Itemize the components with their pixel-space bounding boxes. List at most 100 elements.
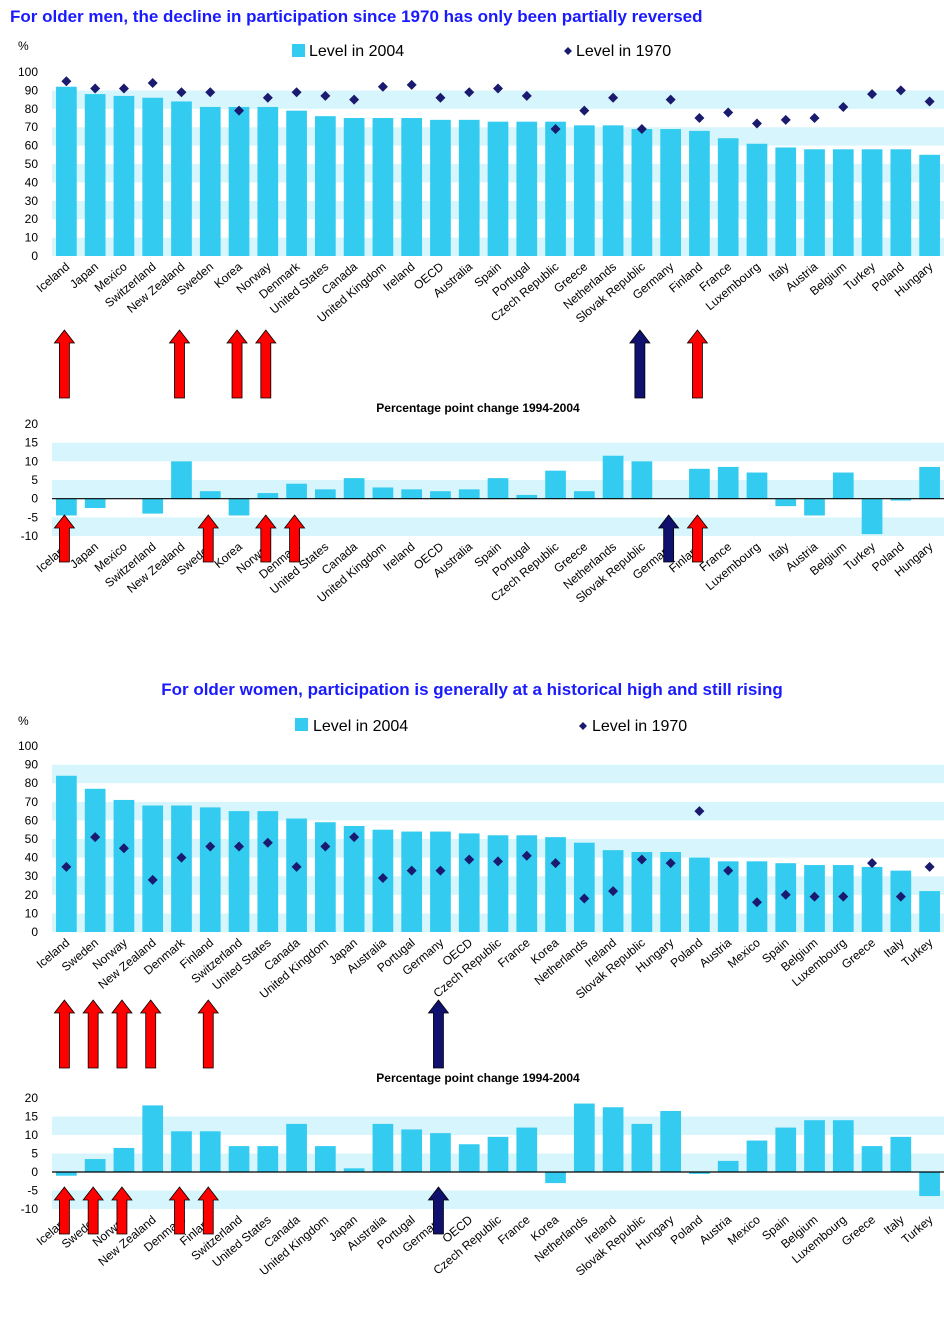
y-tick-label: 70 (25, 795, 39, 809)
category-label: Greece (839, 935, 878, 971)
legend-diamond-icon (579, 722, 587, 730)
marker-1970 (780, 114, 791, 125)
marker-1970 (320, 90, 331, 101)
bar-italy (890, 1136, 912, 1172)
y-tick-label: 0 (31, 1165, 38, 1179)
bar-new-zealand (171, 461, 192, 499)
marker-1970 (521, 850, 532, 861)
marker-1970 (205, 841, 216, 852)
bar-new-zealand (171, 101, 192, 256)
bar-norway (113, 1147, 135, 1172)
bar-luxembourg (832, 1120, 854, 1172)
marker-1970 (406, 865, 417, 876)
marker-1970 (579, 105, 590, 116)
marker-1970 (550, 124, 561, 135)
marker-1970 (234, 841, 245, 852)
y-tick-label: 70 (25, 120, 39, 134)
legend-bar-swatch (295, 718, 308, 731)
bar-portugal (516, 121, 538, 257)
bar-finland (199, 1131, 221, 1172)
women-title: For older women, participation is genera… (161, 680, 783, 699)
women-legend: Level in 2004 Level in 1970 (295, 718, 687, 735)
marker-1970 (751, 118, 762, 129)
bar-czech-republic (487, 1136, 509, 1172)
category-label: Mexico (725, 935, 763, 970)
bar-belgium (832, 472, 854, 499)
grid-band (52, 442, 944, 462)
marker-1970 (636, 124, 647, 135)
men-legend: Level in 2004 Level in 1970 (292, 43, 671, 60)
marker-1970 (435, 865, 446, 876)
bar-new-zealand (142, 1105, 164, 1172)
bar-portugal (401, 1129, 423, 1172)
up-arrow-icon (82, 999, 104, 1069)
bar-united-states (314, 116, 336, 256)
bar-new-zealand (142, 805, 164, 932)
bar-ireland (602, 1107, 624, 1172)
bar-netherlands (573, 1103, 595, 1172)
up-arrow-icon (53, 329, 76, 399)
up-arrow-icon (53, 1186, 76, 1235)
bar-canada (286, 1123, 307, 1172)
bar-greece (861, 1146, 883, 1172)
grid-band (52, 783, 944, 802)
y-tick-label: 40 (25, 851, 39, 865)
marker-1970 (895, 85, 906, 96)
bar-hungary (660, 852, 682, 932)
bar-united-kingdom (372, 487, 394, 499)
y-tick-label: 5 (31, 1147, 38, 1161)
bar-netherlands (573, 842, 595, 932)
women-unit-label: % (18, 714, 29, 728)
grid-band (52, 498, 944, 518)
bar-spain (487, 121, 509, 257)
bar-switzerland (228, 1146, 250, 1172)
marker-1970 (608, 886, 619, 897)
y-tick-label: 80 (25, 776, 39, 790)
bar-czech-republic (545, 470, 566, 499)
y-tick-label: -10 (21, 529, 39, 543)
grid-band (52, 517, 944, 536)
marker-1970 (291, 861, 302, 872)
bar-mexico (746, 1140, 768, 1172)
bar-czech-republic (487, 835, 509, 932)
marker-1970 (924, 96, 935, 107)
marker-1970 (90, 83, 101, 94)
marker-1970 (61, 861, 72, 872)
bar-slovak-republic (631, 1123, 653, 1172)
y-tick-label: 30 (25, 869, 39, 883)
up-arrow-icon (686, 329, 709, 399)
y-tick-label: 30 (25, 194, 39, 208)
category-label: Greece (839, 1212, 878, 1248)
up-arrow-icon (111, 999, 133, 1069)
up-arrow-icon (283, 514, 306, 563)
category-label: Turkey (899, 936, 936, 970)
marker-1970 (636, 854, 647, 865)
marker-1970 (349, 832, 360, 843)
y-tick-label: 20 (25, 888, 39, 902)
marker-1970 (176, 852, 187, 863)
bar-portugal (401, 831, 423, 932)
marker-1970 (579, 893, 590, 904)
marker-1970 (118, 843, 129, 854)
bar-finland (689, 468, 710, 499)
marker-1970 (751, 897, 762, 908)
marker-1970 (262, 92, 273, 103)
bar-japan (343, 825, 365, 932)
marker-1970 (176, 87, 187, 98)
marker-1970 (377, 873, 388, 884)
y-tick-label: 20 (25, 417, 39, 431)
category-label: France (495, 1212, 533, 1247)
y-tick-label: 50 (25, 157, 39, 171)
marker-1970 (234, 105, 245, 116)
bar-netherlands (602, 455, 624, 499)
bar-norway (113, 799, 135, 932)
grid-band (52, 72, 944, 91)
bar-greece (573, 125, 595, 256)
legend-1970-label: Level in 1970 (592, 718, 687, 735)
bar-switzerland (142, 498, 164, 514)
bar-australia (372, 1123, 394, 1172)
marker-1970 (205, 87, 216, 98)
grid-band (52, 1172, 944, 1191)
up-arrow-icon (657, 514, 680, 563)
